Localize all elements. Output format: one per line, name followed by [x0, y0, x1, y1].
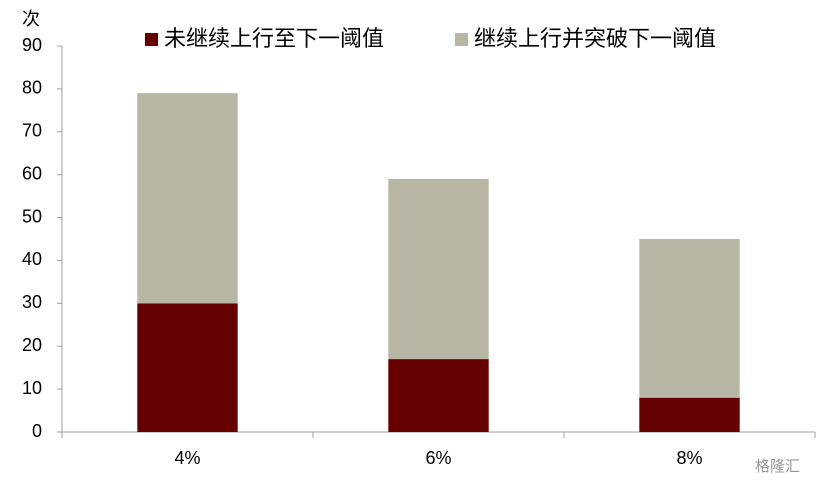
legend-label: 继续上行并突破下一阈值 [474, 26, 716, 51]
bar-segment [388, 178, 489, 360]
y-tick-label: 90 [22, 35, 42, 55]
y-tick-label: 80 [22, 78, 42, 98]
legend-label: 未继续上行至下一阈值 [164, 26, 384, 51]
bar-segment [639, 239, 740, 398]
y-tick-label: 60 [22, 163, 42, 183]
y-tick-label: 70 [22, 121, 42, 141]
y-tick-label: 0 [32, 421, 42, 441]
bar-segment [639, 397, 740, 432]
y-tick-label: 10 [22, 378, 42, 398]
x-tick-label: 8% [676, 448, 702, 468]
legend-swatch [145, 33, 158, 46]
watermark: 格隆汇 [755, 458, 800, 475]
y-tick-label: 40 [22, 249, 42, 269]
y-tick-label: 30 [22, 292, 42, 312]
bar-segment [388, 359, 489, 432]
legend-swatch [455, 33, 468, 46]
bar-segment [137, 303, 238, 432]
bar-segment [137, 93, 238, 304]
y-axis-label: 次 [22, 9, 40, 29]
x-tick-label: 6% [425, 448, 451, 468]
x-tick-label: 4% [174, 448, 200, 468]
y-tick-label: 20 [22, 335, 42, 355]
y-tick-label: 50 [22, 206, 42, 226]
